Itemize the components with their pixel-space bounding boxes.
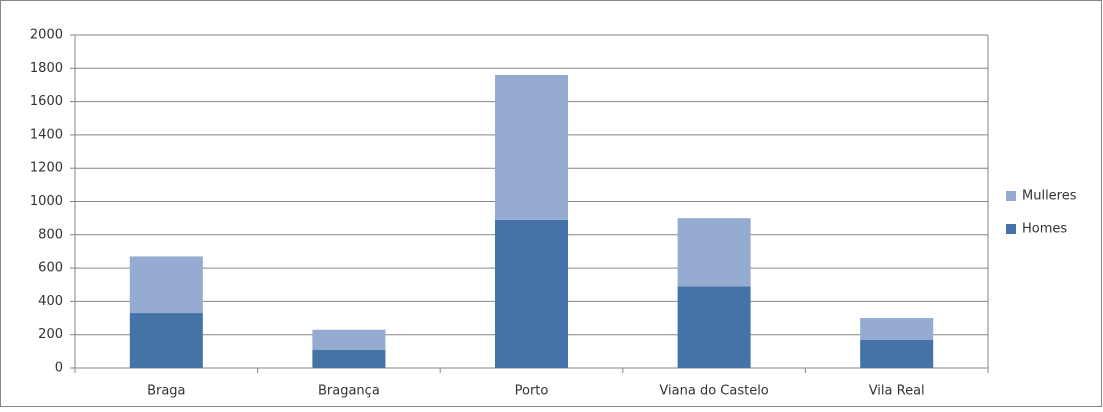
legend-swatch — [1006, 191, 1016, 201]
legend-label: Mulleres — [1022, 189, 1077, 204]
x-tick-label: Bragança — [318, 384, 380, 399]
legend-swatch — [1006, 224, 1016, 234]
x-tick-label: Vila Real — [869, 384, 925, 399]
y-tick-label: 1600 — [30, 94, 63, 109]
legend-label: Homes — [1022, 222, 1067, 237]
y-tick-label: 400 — [38, 294, 63, 309]
bar-segment — [677, 286, 751, 368]
y-tick-label: 600 — [38, 261, 63, 276]
bar-segment — [129, 313, 203, 368]
bar-segment — [860, 339, 934, 368]
bar-segment — [312, 329, 386, 350]
bar-segment — [860, 318, 934, 340]
y-tick-label: 1000 — [30, 194, 63, 209]
y-tick-label: 0 — [55, 361, 63, 376]
x-tick-label: Porto — [515, 384, 549, 399]
y-tick-label: 200 — [38, 327, 63, 342]
bar-segment — [494, 219, 569, 368]
y-tick-label: 1200 — [30, 161, 63, 176]
y-tick-label: 1800 — [30, 61, 63, 76]
bar-segment — [494, 74, 569, 220]
y-tick-label: 1400 — [30, 127, 63, 142]
bar-segment — [312, 349, 386, 368]
bar-segment — [677, 218, 751, 287]
x-tick-label: Braga — [147, 384, 185, 399]
x-tick-label: Viana do Castelo — [659, 384, 768, 399]
y-tick-label: 2000 — [30, 28, 63, 43]
y-tick-label: 800 — [38, 227, 63, 242]
bar-segment — [129, 256, 203, 314]
